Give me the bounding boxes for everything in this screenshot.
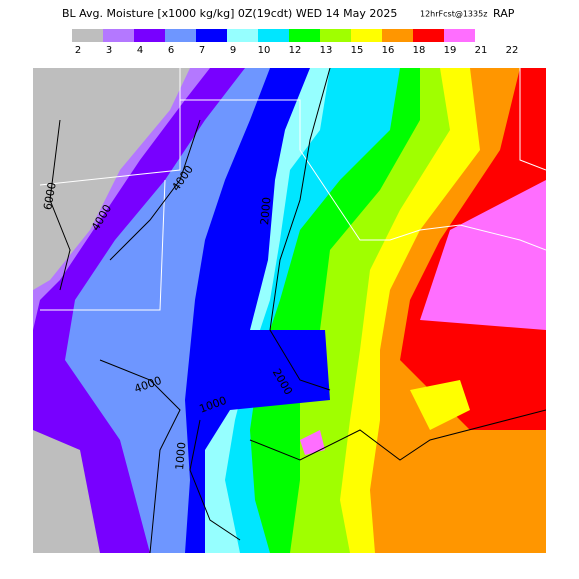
legend-label: 19	[444, 45, 457, 56]
contour-line	[49, 119, 71, 291]
color-legend: 2 3 4 6 7 9 10 12 13 15 16 18 19 21 22	[72, 29, 518, 56]
legend-swatch	[227, 29, 258, 42]
legend-swatch	[165, 29, 196, 42]
contour-line	[249, 409, 546, 461]
contour-line	[109, 119, 201, 261]
legend-swatch	[72, 29, 103, 42]
moisture-region	[33, 300, 40, 330]
state-border	[40, 179, 166, 311]
legend-swatch	[289, 29, 320, 42]
map-overlay	[39, 68, 546, 553]
legend-swatch	[258, 29, 289, 42]
moisture-region	[33, 68, 190, 290]
contour-label: 1000	[173, 441, 188, 470]
legend-label: 7	[199, 45, 205, 56]
legend-swatch	[196, 29, 227, 42]
legend-swatch	[320, 29, 351, 42]
legend-label: 22	[506, 45, 519, 56]
title: BL Avg. Moisture [x1000 kg/kg] 0Z(19cdt)…	[62, 7, 397, 20]
moisture-region	[460, 200, 546, 300]
legend-swatch	[382, 29, 413, 42]
contour-line	[189, 419, 241, 541]
legend-swatch	[444, 29, 475, 42]
legend-label: 4	[137, 45, 143, 56]
legend-label: 9	[230, 45, 236, 56]
contour-label: 2000	[258, 196, 273, 225]
contour-label: 6000	[41, 181, 59, 211]
legend-swatch	[134, 29, 165, 42]
legend-label: 12	[289, 45, 302, 56]
legend-label: 2	[75, 45, 81, 56]
map-area	[33, 68, 546, 553]
legend-label: 18	[413, 45, 426, 56]
legend-swatch	[351, 29, 382, 42]
model-name: RAP	[493, 7, 515, 20]
legend-label: 21	[475, 45, 488, 56]
forecast-time: 12hrFcst@1335z	[420, 10, 487, 19]
legend-swatch	[413, 29, 444, 42]
legend-label: 10	[258, 45, 271, 56]
legend-label: 13	[320, 45, 333, 56]
legend-label: 3	[106, 45, 112, 56]
state-border	[39, 68, 181, 186]
contour-line	[99, 359, 181, 553]
legend-label: 15	[351, 45, 364, 56]
legend-label: 16	[382, 45, 395, 56]
moisture-region	[300, 430, 325, 455]
moisture-region	[33, 430, 100, 553]
state-border	[180, 99, 546, 251]
legend-label: 6	[168, 45, 174, 56]
state-border	[519, 68, 546, 171]
moisture-region	[410, 380, 470, 430]
legend-swatch	[103, 29, 134, 42]
contour-line	[269, 68, 331, 391]
